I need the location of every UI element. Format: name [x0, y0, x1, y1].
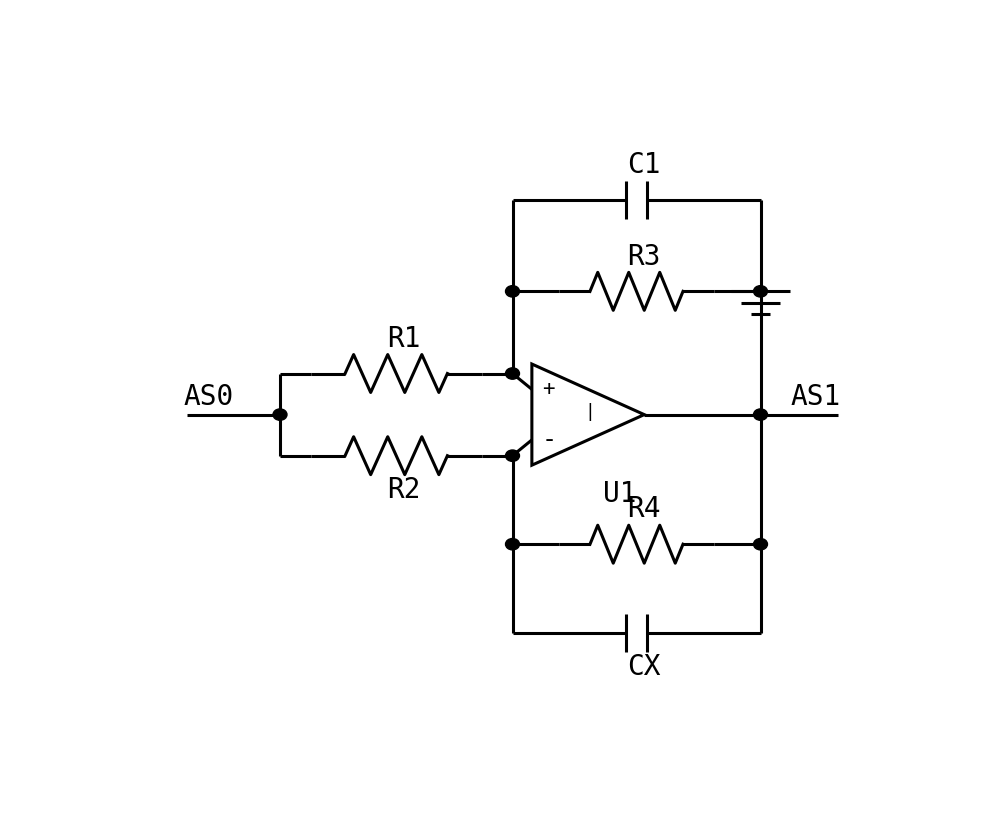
Text: |: |: [585, 403, 596, 421]
Text: U1: U1: [603, 479, 636, 507]
Circle shape: [506, 539, 519, 550]
Text: R3: R3: [628, 242, 661, 271]
Text: CX: CX: [628, 654, 661, 681]
Text: AS1: AS1: [790, 383, 840, 410]
Text: R1: R1: [387, 325, 421, 353]
Text: C1: C1: [628, 151, 661, 179]
Text: R4: R4: [628, 495, 661, 524]
Text: AS0: AS0: [183, 383, 233, 410]
Circle shape: [506, 286, 519, 297]
Circle shape: [754, 539, 767, 550]
Circle shape: [273, 409, 287, 420]
Text: R2: R2: [387, 476, 421, 504]
Circle shape: [754, 286, 767, 297]
Circle shape: [754, 409, 767, 420]
Circle shape: [506, 450, 519, 461]
Text: -: -: [542, 428, 557, 452]
Text: +: +: [542, 379, 555, 399]
Circle shape: [506, 368, 519, 379]
